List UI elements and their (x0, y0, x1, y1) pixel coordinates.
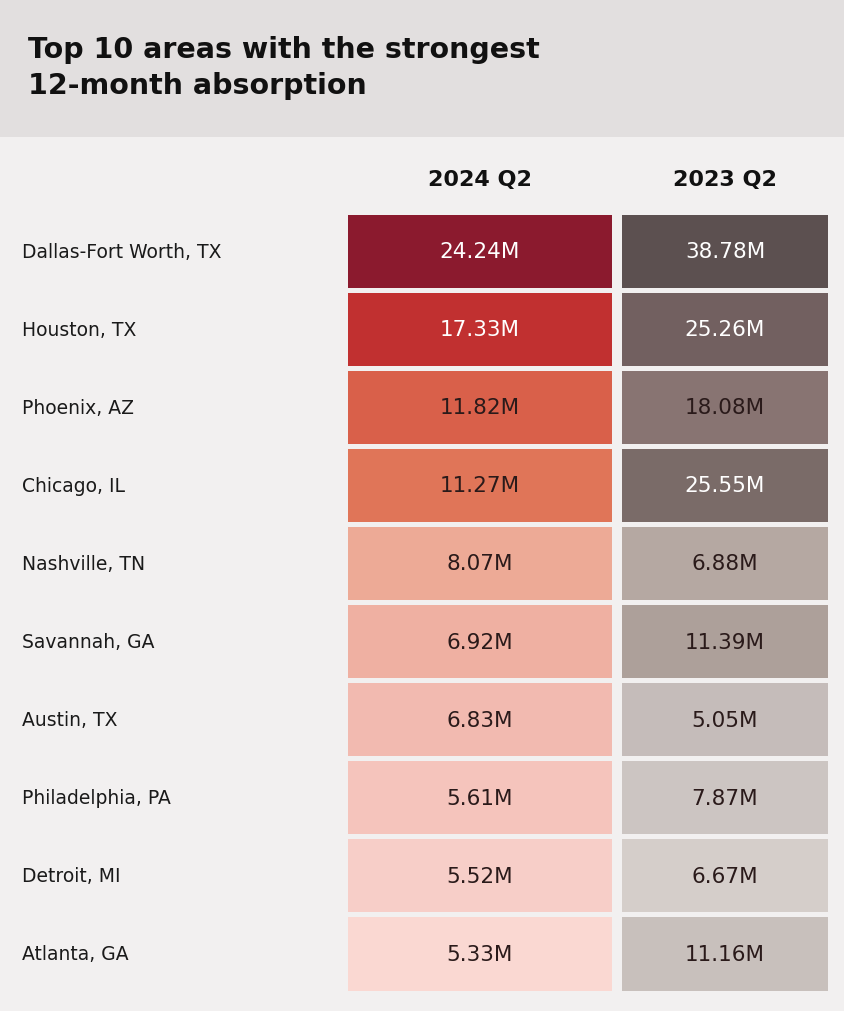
Bar (348, 215, 612, 288)
Bar (348, 918, 612, 991)
Text: 11.27M: 11.27M (440, 476, 520, 495)
Text: Houston, TX: Houston, TX (22, 320, 137, 340)
Text: Detroit, MI: Detroit, MI (22, 866, 121, 886)
Bar (622, 449, 828, 523)
Text: 11.39M: 11.39M (685, 632, 765, 652)
Bar (348, 761, 612, 834)
Bar (348, 528, 612, 601)
Bar (622, 683, 828, 756)
Bar (348, 606, 612, 678)
Text: 6.92M: 6.92M (446, 632, 513, 652)
Text: 5.52M: 5.52M (446, 866, 513, 886)
Text: 17.33M: 17.33M (440, 319, 520, 340)
Bar (622, 293, 828, 366)
Bar (622, 918, 828, 991)
Bar (622, 606, 828, 678)
Bar (622, 215, 828, 288)
Text: Phoenix, AZ: Phoenix, AZ (22, 398, 134, 418)
Text: 25.26M: 25.26M (684, 319, 766, 340)
Text: Austin, TX: Austin, TX (22, 711, 117, 729)
Bar (622, 761, 828, 834)
Text: 7.87M: 7.87M (692, 788, 758, 808)
Text: 11.16M: 11.16M (685, 944, 765, 964)
Text: Philadelphia, PA: Philadelphia, PA (22, 789, 170, 808)
Text: 5.33M: 5.33M (446, 944, 513, 964)
Bar (348, 683, 612, 756)
Text: Chicago, IL: Chicago, IL (22, 476, 125, 495)
Bar (348, 839, 612, 913)
Text: 2024 Q2: 2024 Q2 (428, 170, 532, 190)
Text: 6.67M: 6.67M (692, 866, 758, 886)
Bar (622, 371, 828, 445)
Text: 8.07M: 8.07M (446, 554, 513, 574)
Text: 6.88M: 6.88M (692, 554, 758, 574)
Text: 5.05M: 5.05M (692, 710, 758, 730)
Text: 5.61M: 5.61M (446, 788, 513, 808)
Text: 2023 Q2: 2023 Q2 (673, 170, 777, 190)
Text: 11.82M: 11.82M (440, 398, 520, 418)
Bar (348, 293, 612, 366)
Text: Savannah, GA: Savannah, GA (22, 633, 154, 651)
Text: Nashville, TN: Nashville, TN (22, 554, 145, 573)
Bar (622, 528, 828, 601)
Text: Dallas-Fort Worth, TX: Dallas-Fort Worth, TX (22, 243, 221, 261)
Text: Top 10 areas with the strongest
12-month absorption: Top 10 areas with the strongest 12-month… (28, 36, 540, 100)
Text: 24.24M: 24.24M (440, 242, 520, 262)
Text: Atlanta, GA: Atlanta, GA (22, 944, 128, 963)
Text: 38.78M: 38.78M (684, 242, 766, 262)
Text: 18.08M: 18.08M (685, 398, 765, 418)
Text: 6.83M: 6.83M (446, 710, 513, 730)
Bar (348, 449, 612, 523)
Bar (622, 839, 828, 913)
Bar (0, 0, 844, 137)
Text: 25.55M: 25.55M (684, 476, 766, 495)
Bar (348, 371, 612, 445)
